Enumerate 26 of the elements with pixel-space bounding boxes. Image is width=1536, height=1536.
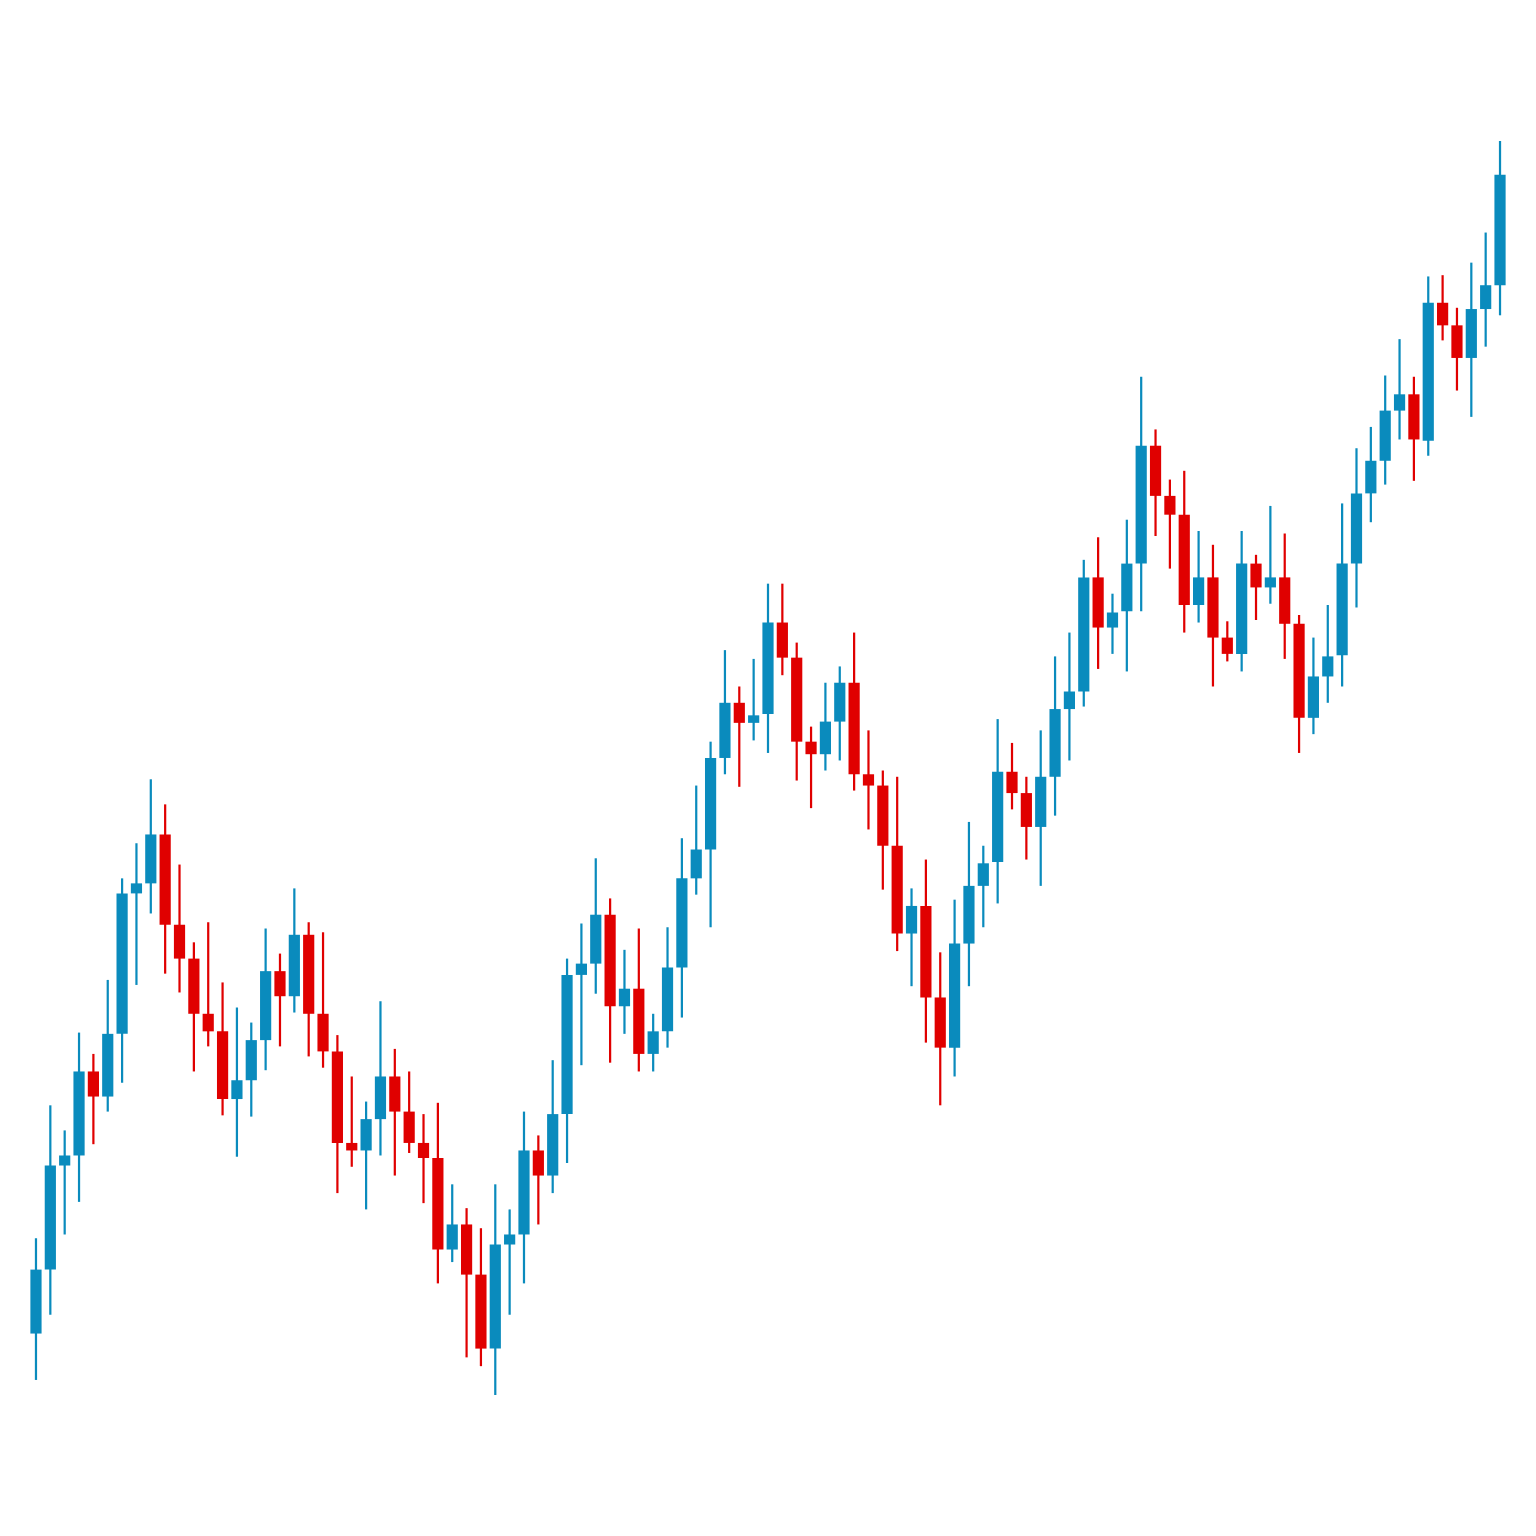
candlestick [59,1129,71,1236]
candlestick [618,948,631,1035]
candlestick [1164,478,1176,570]
candlestick [202,921,214,1048]
candlestick [1264,504,1276,605]
candlestick [1063,631,1076,762]
candlestick [1250,553,1262,622]
candlestick [733,685,745,788]
candlestick [647,1012,659,1073]
candlestick [1106,592,1119,655]
candlestick [504,1208,516,1316]
candlestick [1393,338,1406,441]
candlestick [1437,274,1449,342]
candlestick [862,729,875,831]
candlestick [130,842,143,987]
candlestick [977,844,989,929]
candlestick [417,1112,430,1205]
candlestick [748,657,760,742]
candlestick [1221,620,1233,663]
candlestick [346,1075,358,1168]
candlestick [1480,231,1492,348]
candlestick [1322,603,1334,704]
candlestick [575,922,587,1067]
candlestick [805,725,817,810]
candlestick [1006,741,1018,811]
candlestick [231,1006,243,1158]
